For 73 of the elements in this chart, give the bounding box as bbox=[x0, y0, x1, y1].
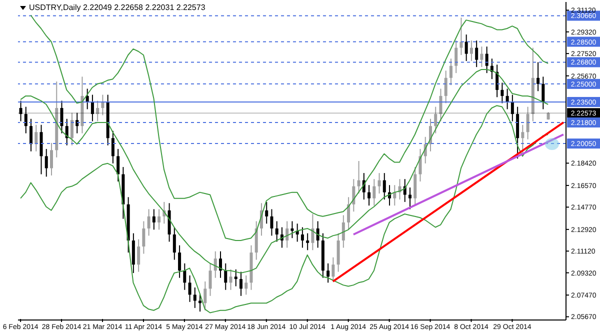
candlestick bbox=[70, 112, 74, 146]
candlestick bbox=[204, 280, 207, 311]
candlestick bbox=[137, 238, 140, 272]
candlestick bbox=[19, 100, 22, 122]
candlestick bbox=[198, 293, 202, 312]
candlestick bbox=[116, 148, 120, 182]
candlestick bbox=[378, 172, 381, 194]
chart-title: USDTRY,Daily 2.22049 2.22658 2.22031 2.22573 bbox=[29, 3, 206, 12]
candlestick bbox=[439, 88, 442, 122]
candlestick bbox=[393, 184, 396, 206]
candlestick bbox=[229, 268, 232, 290]
candlestick bbox=[178, 244, 182, 278]
candlestick bbox=[224, 262, 228, 290]
candlestick bbox=[480, 46, 484, 68]
candlestick bbox=[306, 232, 310, 251]
candlestick bbox=[460, 17, 463, 56]
candlestick bbox=[372, 178, 376, 206]
candlestick bbox=[347, 196, 350, 230]
candlestick bbox=[510, 94, 514, 122]
line-series bbox=[30, 14, 549, 241]
candlestick bbox=[382, 172, 386, 200]
candlestick bbox=[158, 208, 161, 230]
candlestick bbox=[193, 286, 196, 308]
candlestick bbox=[96, 100, 100, 122]
candlestick bbox=[357, 160, 360, 194]
candlestick bbox=[275, 220, 278, 242]
candlestick bbox=[152, 208, 156, 230]
candlestick bbox=[352, 178, 356, 212]
candlestick bbox=[342, 214, 345, 248]
candlestick bbox=[219, 250, 222, 278]
candlestick bbox=[111, 130, 114, 164]
candlestick bbox=[506, 88, 509, 110]
candlestick bbox=[101, 94, 104, 116]
line-series bbox=[20, 105, 549, 314]
candlestick bbox=[188, 274, 192, 302]
candlestick bbox=[60, 100, 64, 134]
candlestick bbox=[454, 40, 458, 74]
candlestick bbox=[239, 271, 242, 296]
candlestick bbox=[485, 46, 488, 74]
candlestick bbox=[290, 220, 294, 239]
candlestick bbox=[368, 184, 371, 206]
candlestick bbox=[300, 226, 304, 248]
candlestick bbox=[332, 256, 335, 282]
candlestick bbox=[142, 220, 146, 254]
candlestick bbox=[76, 112, 79, 134]
candlestick bbox=[464, 34, 468, 62]
candlestick bbox=[500, 82, 504, 104]
candlestick bbox=[34, 124, 38, 152]
candlestick bbox=[44, 148, 48, 178]
candlestick bbox=[244, 274, 248, 296]
candlestick bbox=[311, 214, 314, 251]
candlestick bbox=[536, 62, 540, 92]
candlestick bbox=[475, 40, 478, 68]
candlestick bbox=[234, 268, 238, 287]
candlestick bbox=[147, 208, 150, 236]
candlestick bbox=[408, 187, 412, 210]
candlestick bbox=[24, 106, 28, 134]
candlestick bbox=[470, 40, 473, 62]
candlestick bbox=[542, 76, 545, 110]
candlestick bbox=[265, 201, 268, 224]
candlestick bbox=[214, 250, 217, 278]
candlestick bbox=[172, 226, 176, 260]
candlestick bbox=[270, 208, 274, 236]
candlestick bbox=[30, 118, 33, 152]
candlestick bbox=[526, 106, 530, 140]
candlestick bbox=[434, 106, 438, 134]
candlestick bbox=[449, 58, 452, 86]
candlestick bbox=[208, 262, 212, 296]
candlestick bbox=[444, 70, 448, 104]
candlestick bbox=[183, 262, 186, 290]
candlestick bbox=[50, 142, 53, 176]
candlestick bbox=[326, 262, 330, 284]
candlestick bbox=[90, 94, 94, 122]
